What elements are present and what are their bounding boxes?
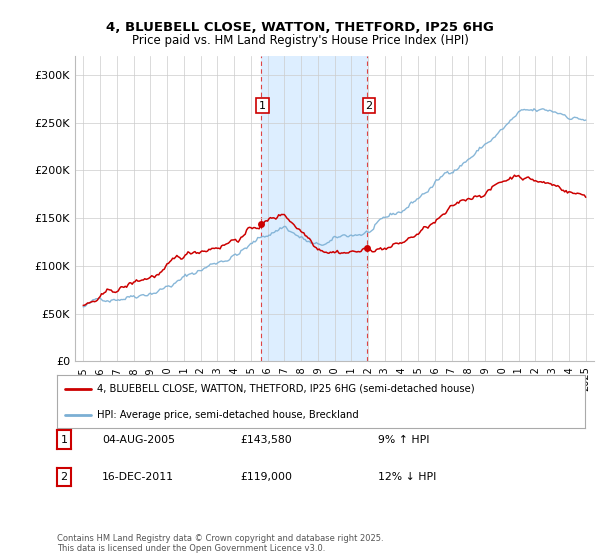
Text: 4, BLUEBELL CLOSE, WATTON, THETFORD, IP25 6HG: 4, BLUEBELL CLOSE, WATTON, THETFORD, IP2… bbox=[106, 21, 494, 34]
Text: 04-AUG-2005: 04-AUG-2005 bbox=[102, 435, 175, 445]
Bar bbox=[261, 56, 367, 361]
Text: HPI: Average price, semi-detached house, Breckland: HPI: Average price, semi-detached house,… bbox=[97, 410, 358, 420]
Text: 1: 1 bbox=[61, 435, 67, 445]
Text: £119,000: £119,000 bbox=[240, 472, 292, 482]
Text: 16-DEC-2011: 16-DEC-2011 bbox=[102, 472, 174, 482]
Text: 9% ↑ HPI: 9% ↑ HPI bbox=[378, 435, 430, 445]
Text: 1: 1 bbox=[259, 101, 266, 110]
Text: Price paid vs. HM Land Registry's House Price Index (HPI): Price paid vs. HM Land Registry's House … bbox=[131, 34, 469, 46]
Text: Contains HM Land Registry data © Crown copyright and database right 2025.
This d: Contains HM Land Registry data © Crown c… bbox=[57, 534, 383, 553]
Text: 12% ↓ HPI: 12% ↓ HPI bbox=[378, 472, 436, 482]
Text: 4, BLUEBELL CLOSE, WATTON, THETFORD, IP25 6HG (semi-detached house): 4, BLUEBELL CLOSE, WATTON, THETFORD, IP2… bbox=[97, 384, 474, 394]
Text: 2: 2 bbox=[61, 472, 67, 482]
Text: 2: 2 bbox=[365, 101, 373, 110]
Text: £143,580: £143,580 bbox=[240, 435, 292, 445]
